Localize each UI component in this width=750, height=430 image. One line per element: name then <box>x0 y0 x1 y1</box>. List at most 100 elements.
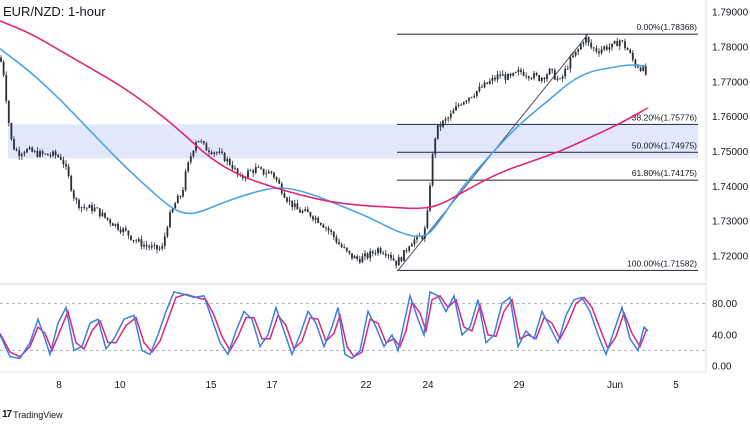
candle <box>109 218 112 227</box>
candle <box>148 244 151 251</box>
candle <box>72 188 75 202</box>
fib-level-label: 50.00%(1.74975) <box>632 140 697 150</box>
candle <box>88 203 91 209</box>
candle <box>132 239 135 244</box>
candle <box>312 215 314 222</box>
candle <box>366 252 369 260</box>
candle <box>598 48 600 57</box>
candle <box>106 217 109 221</box>
candle <box>319 222 322 227</box>
candle <box>156 244 158 254</box>
candle <box>592 46 595 52</box>
candle <box>218 147 221 155</box>
fib-level-label: 0.00%(1.78368) <box>637 22 698 32</box>
candle <box>410 242 413 247</box>
time-axis[interactable]: 8 10 15 17 22 24 29 Jun 5 <box>56 380 679 391</box>
fibonacci-retracement[interactable]: 0.00%(1.78368) 38.20%(1.75776) 50.00%(1.74… <box>397 22 698 271</box>
brand-label: TradingView <box>13 409 63 420</box>
candle <box>423 225 426 243</box>
candle <box>36 147 39 158</box>
candle <box>2 60 5 78</box>
candle <box>189 152 192 165</box>
candle <box>288 196 291 206</box>
candle <box>275 176 278 183</box>
candle <box>512 72 515 77</box>
candle <box>124 225 127 232</box>
candle <box>379 246 382 255</box>
time-tick-label: 5 <box>673 380 679 391</box>
candle <box>416 234 418 244</box>
oscillator-tick-label: 40.00 <box>712 330 737 341</box>
candle <box>431 152 434 187</box>
candle <box>249 168 252 172</box>
candle <box>436 125 439 140</box>
tradingview-branding[interactable]: 17 TradingView <box>2 409 63 420</box>
candle <box>390 251 392 261</box>
candle <box>67 163 70 179</box>
candle <box>457 103 460 108</box>
candle <box>44 153 47 155</box>
candle <box>267 169 270 174</box>
candle <box>254 163 257 175</box>
candle <box>356 254 359 262</box>
candle <box>215 151 218 156</box>
candle <box>351 253 353 261</box>
candle <box>358 255 361 265</box>
candle <box>26 147 28 154</box>
candle <box>449 110 452 121</box>
candle <box>475 90 478 99</box>
candle <box>49 152 52 159</box>
candle <box>135 238 138 244</box>
candle <box>200 138 203 144</box>
candle <box>413 236 416 248</box>
price-axis[interactable]: 1.79000 1.78000 1.77000 1.76000 1.75000 1.740… <box>712 8 749 263</box>
candle <box>442 119 444 129</box>
candle <box>111 222 114 226</box>
candle <box>624 38 626 51</box>
candle <box>228 157 231 167</box>
candle <box>75 197 78 204</box>
candle <box>174 201 177 209</box>
candle <box>306 206 309 213</box>
candle <box>483 80 486 89</box>
candle <box>179 195 182 200</box>
candle <box>465 99 468 105</box>
candle <box>392 254 395 261</box>
main-pane: 0.00%(1.78368) 38.20%(1.75776) 50.00%(1.74… <box>0 20 698 271</box>
tradingview-logo-icon: 17 <box>2 409 12 420</box>
price-tick-label: 1.74000 <box>712 182 749 193</box>
price-tick-label: 1.76000 <box>712 112 749 123</box>
candle <box>273 171 275 180</box>
candle <box>470 96 473 99</box>
candle <box>535 71 538 77</box>
candle <box>166 225 169 239</box>
candle <box>270 170 273 175</box>
candle <box>639 66 642 72</box>
candle <box>52 150 54 158</box>
candle <box>278 177 281 185</box>
stochastic-pane <box>0 290 706 360</box>
fib-level-label: 61.80%(1.74175) <box>632 168 697 178</box>
candle <box>330 228 333 235</box>
candle <box>569 54 572 73</box>
candle <box>520 67 522 75</box>
candle <box>522 68 525 77</box>
candle <box>447 116 450 123</box>
candle <box>335 234 338 245</box>
candle <box>491 74 494 85</box>
candle <box>343 244 346 249</box>
candle <box>20 152 23 161</box>
candle <box>10 122 13 142</box>
price-tick-label: 1.72000 <box>712 251 749 262</box>
candle <box>618 39 621 51</box>
candle <box>382 250 385 255</box>
candle <box>455 101 457 111</box>
candle <box>327 225 330 235</box>
candle <box>582 41 585 48</box>
candle <box>80 206 83 213</box>
candle <box>163 232 166 250</box>
candle <box>169 209 171 228</box>
candle <box>525 72 528 80</box>
candle <box>387 253 390 260</box>
